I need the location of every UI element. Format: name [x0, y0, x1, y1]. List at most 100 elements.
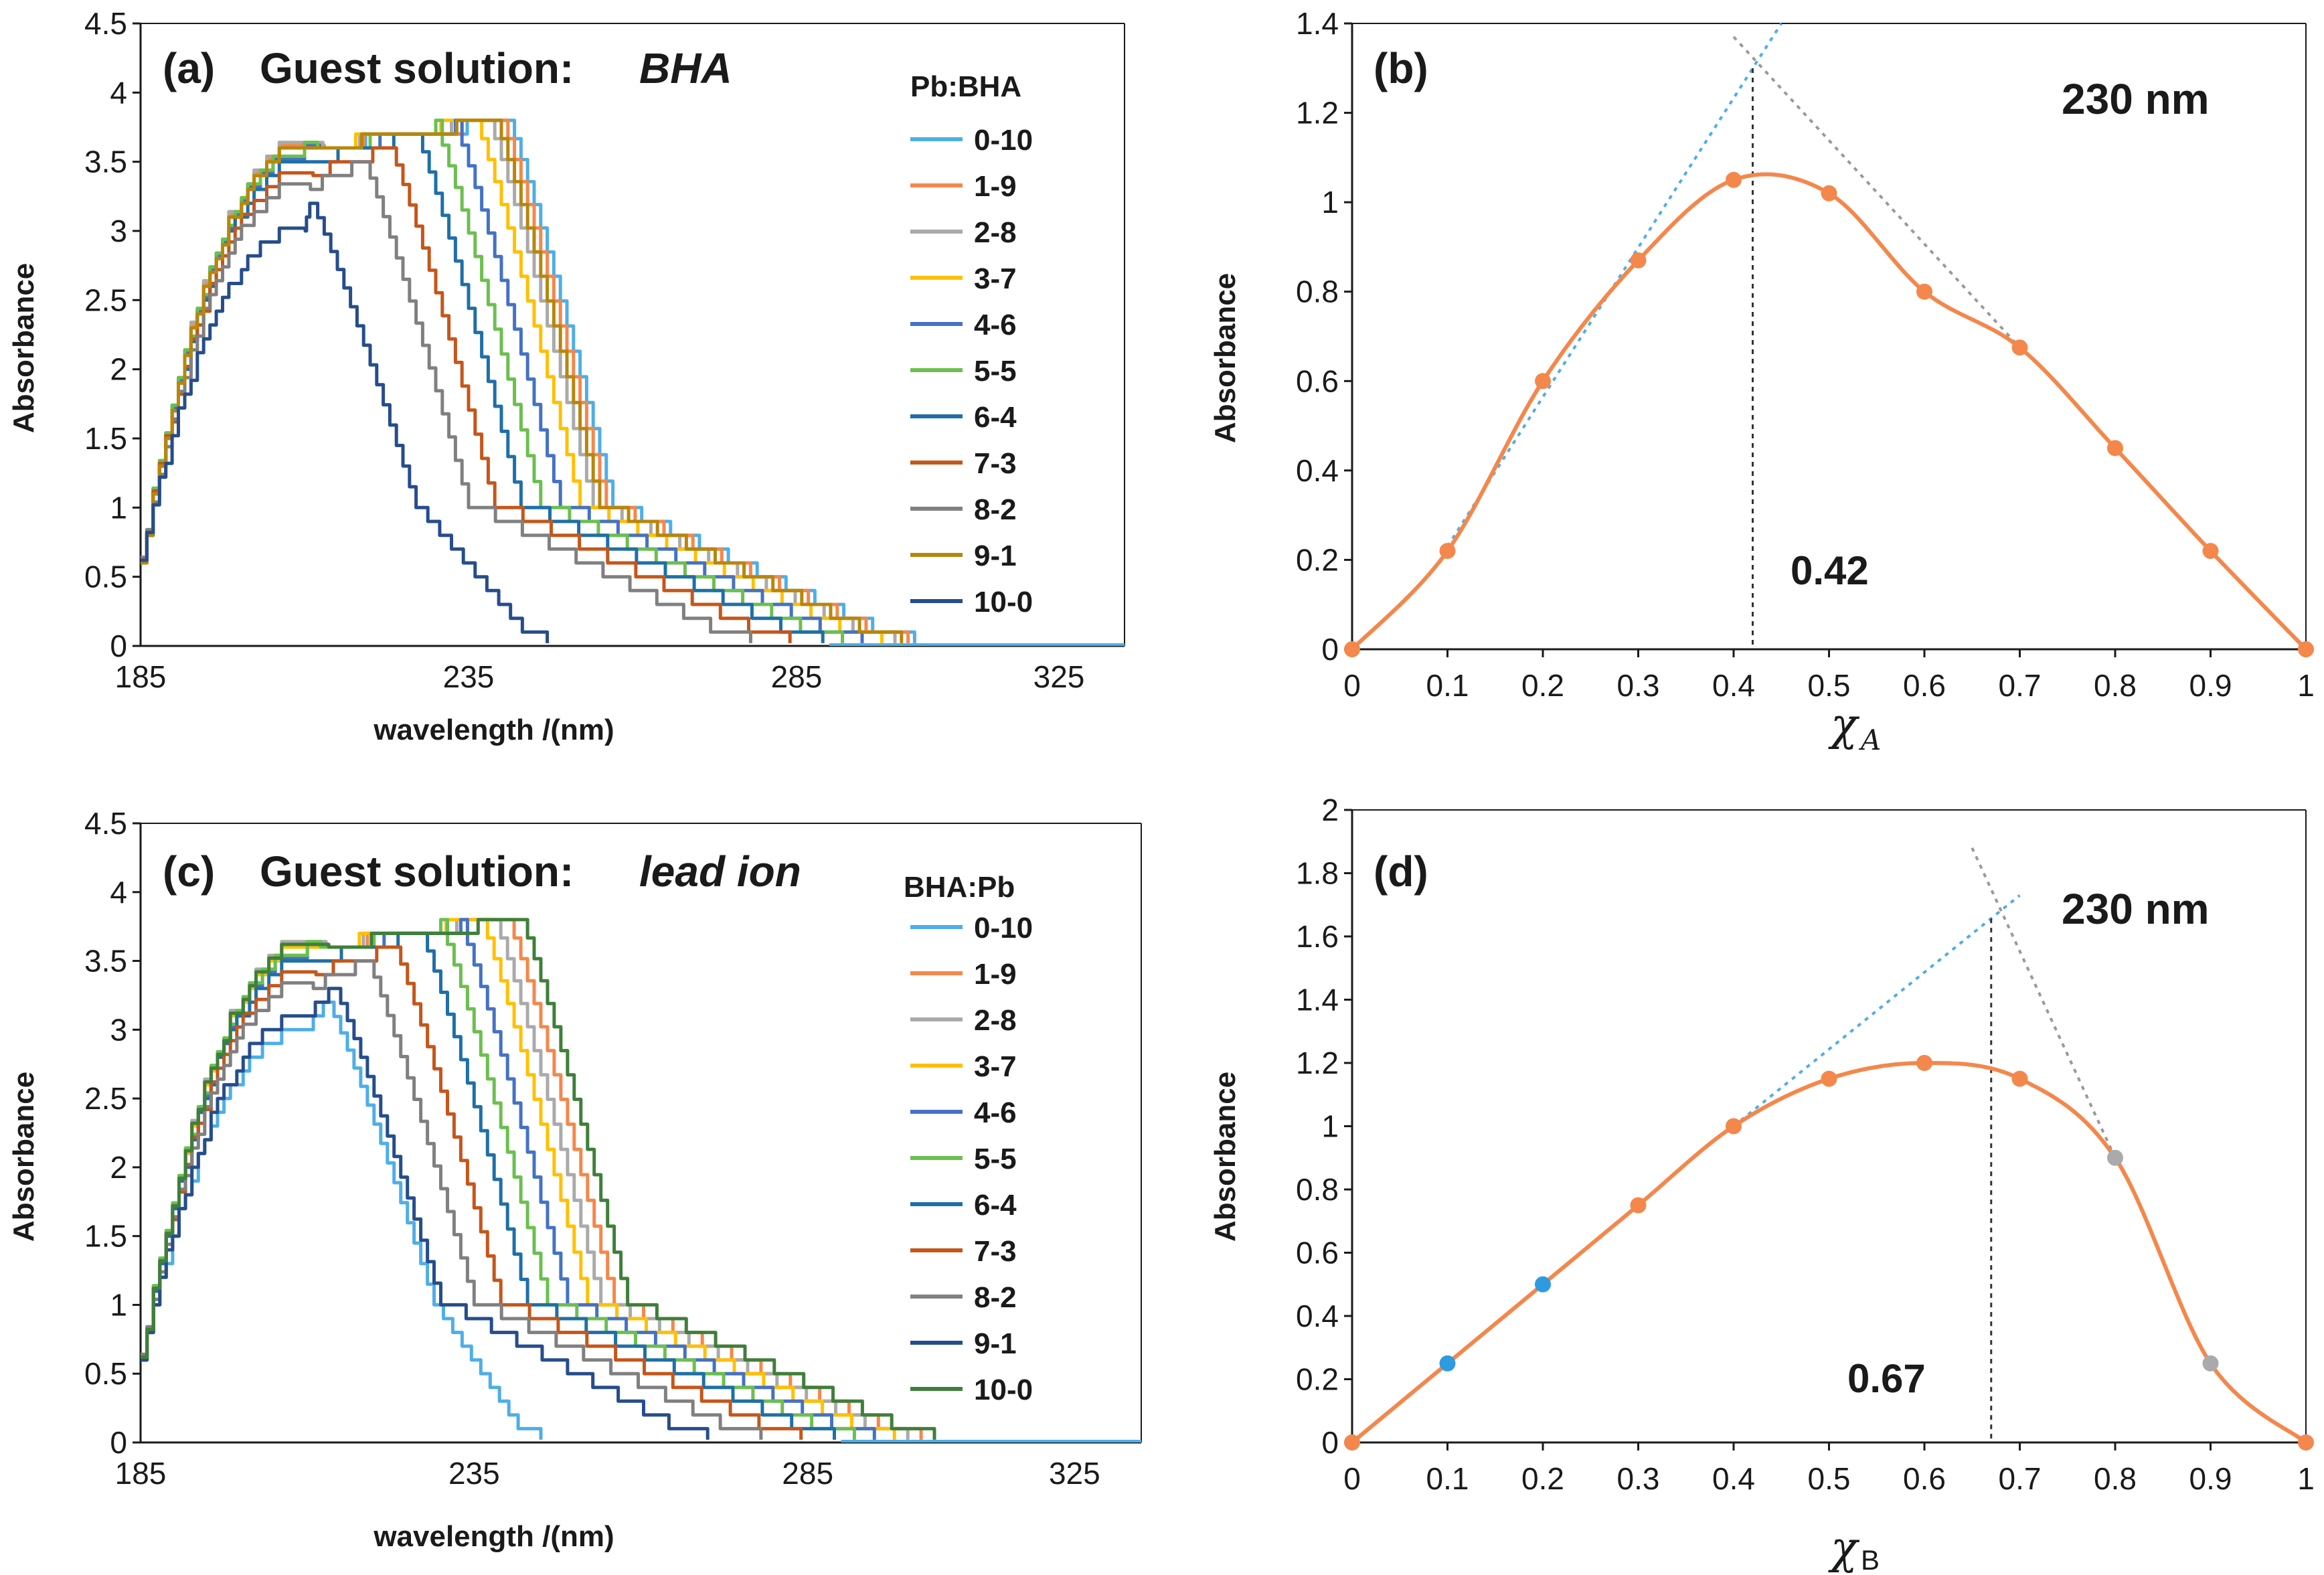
panel-c-xtick-label: 185: [115, 1456, 167, 1491]
panel-d-point: [1726, 1118, 1742, 1135]
panel-a-xtick-label: 325: [1033, 659, 1085, 694]
panel-c-xtick-label: 325: [1049, 1456, 1100, 1491]
panel-b-xtick-label: 0.3: [1617, 668, 1660, 703]
panel-c-series-7-3: [141, 945, 803, 1440]
panel-a-ytick-label: 2.5: [84, 282, 127, 317]
panel-a-xtick-label: 235: [443, 659, 495, 694]
panel-c-series-10-0: [141, 918, 936, 1440]
panel-d-fit-curve: [1351, 1060, 2307, 1444]
panel-d-ytick-label: 1.2: [1296, 1046, 1339, 1080]
panel-c-title-prefix: Guest solution:: [260, 847, 574, 896]
panel-d-point: [1344, 1434, 1360, 1450]
panel-b-xtick-label: 0.5: [1808, 668, 1851, 703]
panel-c-ylabel: Absorbance: [7, 1072, 40, 1242]
panel-a-xlabel: wavelength /(nm): [373, 714, 614, 746]
panel-d-point: [1821, 1070, 1837, 1087]
panel-c-series-4-6: [141, 918, 876, 1440]
panel-a-ytick-label: 0.5: [84, 560, 127, 594]
panel-b-point: [1821, 185, 1837, 201]
panel-c-legend-label-5-5: 5-5: [974, 1143, 1017, 1175]
panel-a-legend-label-8-2: 8-2: [974, 493, 1017, 526]
panel-c-xtick-label: 285: [782, 1456, 833, 1491]
panel-b-label: (b): [1374, 44, 1428, 92]
panel-a-series-8-2: [141, 160, 752, 643]
panel-c-series-3-7: [141, 918, 896, 1440]
panel-c-legend-label-1-9: 1-9: [974, 958, 1017, 991]
panel-c-title-italic: lead ion: [639, 847, 801, 896]
panel-d-point: [2011, 1070, 2028, 1087]
panel-a-label: (a): [163, 44, 215, 92]
panel-d-xlabel-sub: B: [1861, 1544, 1880, 1575]
panel-d-xtick-label: 0.7: [1999, 1461, 2042, 1496]
panel-b-ytick-label: 0.8: [1296, 274, 1339, 309]
panel-c-series-9-1: [141, 987, 710, 1440]
panel-a-ytick-label: 1: [110, 490, 127, 525]
panel-c-legend-label-4-6: 4-6: [974, 1096, 1017, 1129]
panel-a-ytick-label: 1.5: [84, 421, 127, 456]
panel-d-point: [1535, 1276, 1551, 1293]
panel-a-title-prefix: Guest solution:: [260, 44, 574, 92]
panel-b-point: [1439, 543, 1456, 560]
panel-c-legend-title: BHA:Pb: [904, 871, 1015, 904]
panel-d-point: [1916, 1055, 1932, 1071]
panel-b-xtick-label: 0.6: [1903, 668, 1946, 703]
panel-a-ytick-label: 4.5: [84, 6, 127, 41]
panel-b-ytick-label: 0: [1321, 632, 1339, 667]
panel-c-spectra-lead-ion: (c) Guest solution: lead ion BHA:Pb wave…: [7, 806, 1142, 1553]
panel-a-legend-label-3-7: 3-7: [974, 262, 1017, 295]
panel-d-point: [2107, 1149, 2123, 1166]
panel-b-xtick-label: 1: [2297, 668, 2315, 703]
panel-d-wavelength-annotation: 230 nm: [2062, 885, 2210, 933]
panel-b-ytick-label: 0.4: [1296, 453, 1339, 488]
panel-b-ytick-label: 1.2: [1296, 96, 1339, 131]
panel-d-ytick-label: 2: [1321, 793, 1339, 827]
panel-d-ytick-label: 0.4: [1296, 1299, 1339, 1333]
panel-a-series-7-3: [141, 146, 792, 643]
panel-b-ytick-label: 1.4: [1296, 6, 1339, 41]
panel-d-xtick-label: 0.4: [1712, 1461, 1755, 1496]
panel-d-ytick-label: 0: [1321, 1425, 1339, 1460]
panel-d-xtick-label: 0: [1343, 1461, 1361, 1496]
panel-a-ylabel: Absorbance: [7, 263, 40, 433]
panel-d-ytick-label: 0.2: [1296, 1362, 1339, 1397]
panel-d-tangent-right: [1971, 847, 2116, 1159]
panel-d-label: (d): [1374, 847, 1428, 896]
panel-a-legend-title: Pb:BHA: [910, 70, 1021, 103]
panel-b-point: [1630, 252, 1647, 268]
panel-a-ytick-label: 2: [110, 352, 127, 387]
panel-b-xtick-label: 0.1: [1426, 668, 1469, 703]
panel-a-ytick-label: 3.5: [84, 145, 127, 179]
panel-a-xtick-label: 285: [771, 659, 823, 694]
panel-a-ytick-label: 0: [110, 629, 127, 663]
panel-c-ytick-label: 4.5: [84, 806, 127, 841]
panel-c-ytick-label: 1: [110, 1287, 127, 1322]
panel-c-legend-label-10-0: 10-0: [974, 1374, 1033, 1406]
panel-b-xtick-label: 0.9: [2189, 668, 2232, 703]
panel-b-point: [1535, 373, 1551, 390]
panel-d-ytick-label: 1.4: [1296, 983, 1339, 1017]
panel-c-legend-label-7-3: 7-3: [974, 1235, 1017, 1268]
panel-d-intersection-value: 0.67: [1847, 1356, 1926, 1401]
panel-b-xtick-label: 0.7: [1999, 668, 2042, 703]
panel-d-xtick-label: 0.8: [2094, 1461, 2137, 1496]
panel-d-xtick-label: 0.3: [1617, 1461, 1660, 1496]
panel-d-ylabel: Absorbance: [1209, 1072, 1242, 1242]
panel-c-legend-label-9-1: 9-1: [974, 1327, 1017, 1360]
panel-d-xtick-label: 0.9: [2189, 1461, 2232, 1496]
panel-c-ytick-label: 3: [110, 1012, 127, 1047]
panel-d-xtick-label: 0.5: [1808, 1461, 1851, 1496]
panel-d-point: [1439, 1355, 1456, 1372]
panel-a-legend-label-4-6: 4-6: [974, 309, 1017, 341]
panel-d-xtick-label: 0.1: [1426, 1461, 1469, 1496]
panel-a-legend-label-1-9: 1-9: [974, 170, 1017, 203]
panel-d-xlabel-chi: χ: [1828, 1522, 1860, 1574]
panel-b-ytick-label: 1: [1321, 185, 1339, 220]
panel-d-point: [2298, 1434, 2314, 1450]
panel-a-series-10-0: [141, 201, 550, 643]
panel-c-legend-label-0-10: 0-10: [974, 912, 1033, 944]
panel-b-xtick-label: 0.2: [1521, 668, 1564, 703]
panel-a-legend-label-9-1: 9-1: [974, 540, 1017, 572]
panel-b-xtick-label: 0.8: [2094, 668, 2137, 703]
panel-b-point: [2298, 641, 2314, 657]
panel-a-ytick-label: 4: [110, 75, 127, 110]
